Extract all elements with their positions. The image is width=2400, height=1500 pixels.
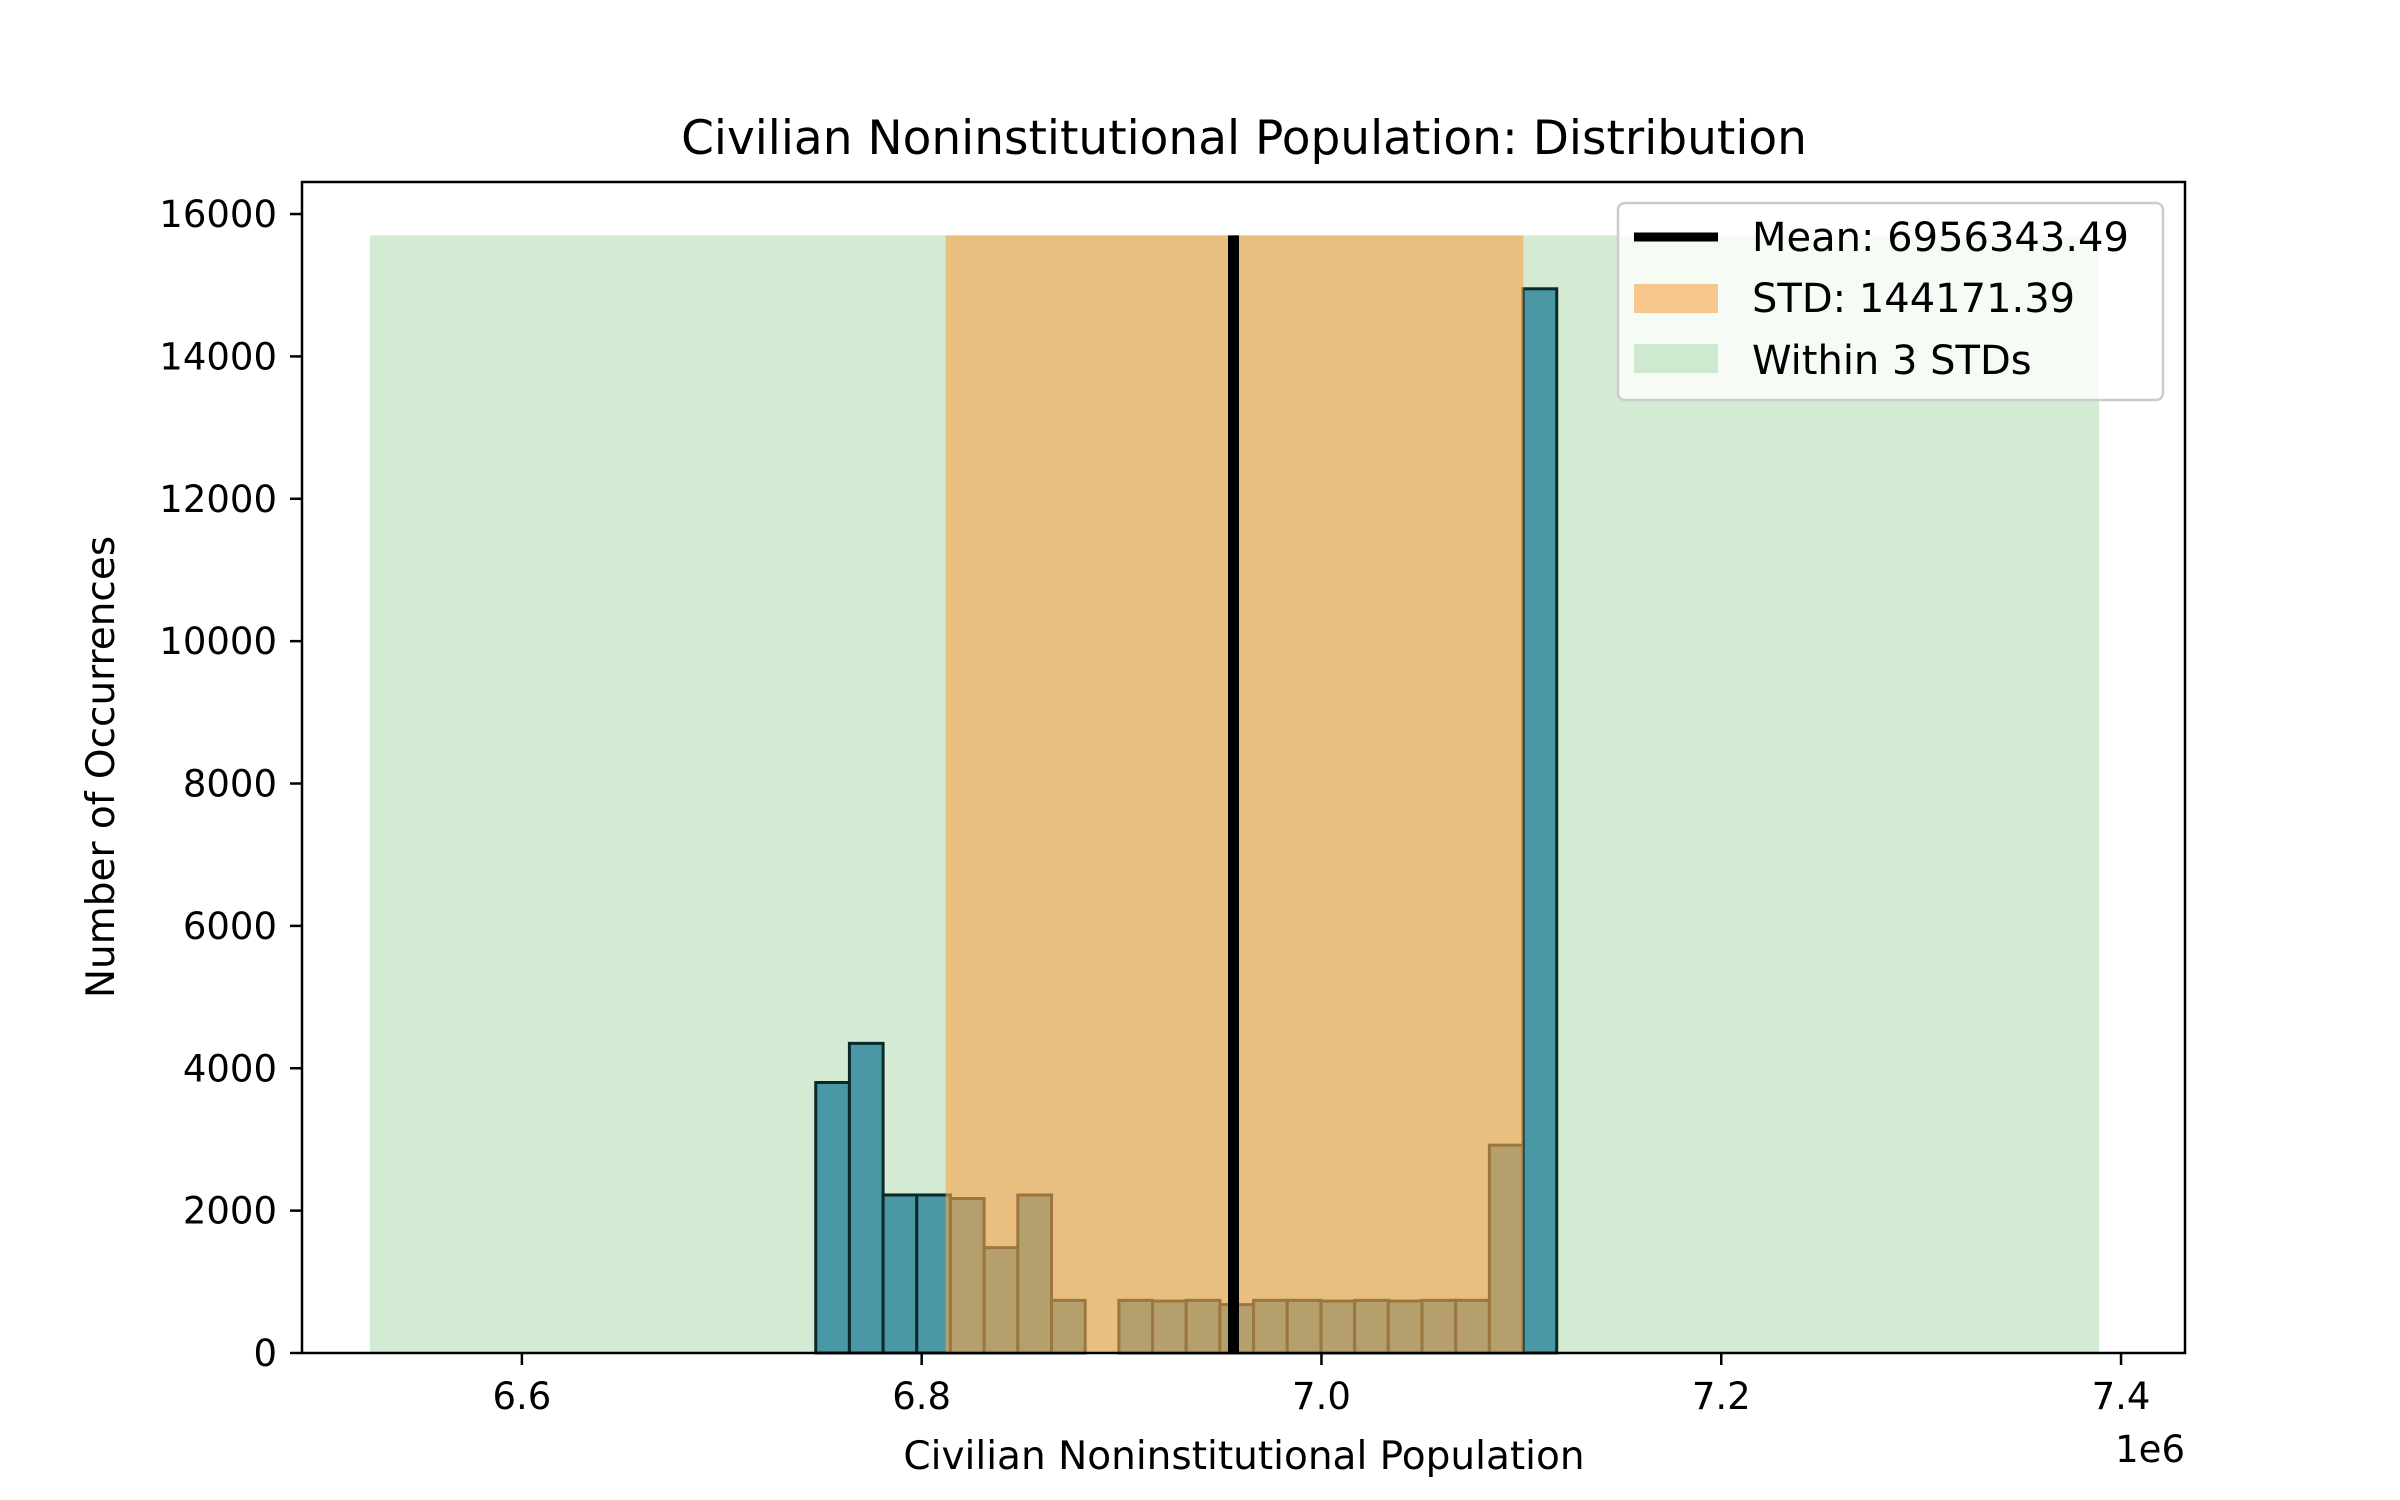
y-tick-label: 4000 (183, 1047, 277, 1090)
x-tick-label: 7.4 (2092, 1375, 2151, 1418)
y-tick-label: 6000 (183, 905, 277, 948)
y-tick-label: 12000 (159, 478, 277, 521)
legend-box (1616, 201, 2165, 402)
histogram-bar (915, 1193, 952, 1355)
x-axis-ticks: 6.6 6.8 7.0 7.2 7.4 (492, 1353, 2150, 1418)
legend-3std-swatch (1634, 344, 1718, 373)
legend-mean-label: Mean: 6956343.49 (1752, 215, 2129, 261)
histogram-bar (847, 1041, 885, 1355)
x-axis-title: Civilian Noninstitutional Population (903, 1434, 1584, 1479)
y-tick-label: 8000 (183, 763, 277, 806)
y-tick-label: 2000 (183, 1190, 277, 1233)
x-tick-label: 6.6 (492, 1375, 551, 1418)
legend-std-label: STD: 144171.39 (1752, 276, 2075, 322)
y-tick-label: 14000 (159, 335, 277, 378)
y-tick-label: 10000 (159, 620, 277, 663)
y-tick-label: 0 (253, 1332, 277, 1375)
y-axis-ticks: 0 2000 4000 6000 8000 10000 12000 14000 16000 (159, 193, 302, 1375)
legend-std-swatch (1634, 284, 1718, 313)
x-tick-label: 6.8 (892, 1375, 951, 1418)
legend-3std-label: Within 3 STDs (1752, 338, 2032, 384)
histogram-bar (814, 1080, 851, 1355)
chart-title: Civilian Noninstitutional Population: Di… (681, 111, 1807, 166)
histogram-bar (1521, 287, 1559, 1355)
legend: Mean: 6956343.49 STD: 144171.39 Within 3… (1616, 201, 2165, 402)
plot-frame (300, 180, 2187, 1355)
x-axis-offset-label: 1e6 (2115, 1428, 2185, 1471)
y-tick-label: 16000 (159, 193, 277, 236)
x-tick-label: 7.0 (1292, 1375, 1351, 1418)
x-tick-label: 7.2 (1692, 1375, 1751, 1418)
y-axis-title: Number of Occurrences (79, 536, 124, 998)
histogram-bar (881, 1193, 919, 1355)
